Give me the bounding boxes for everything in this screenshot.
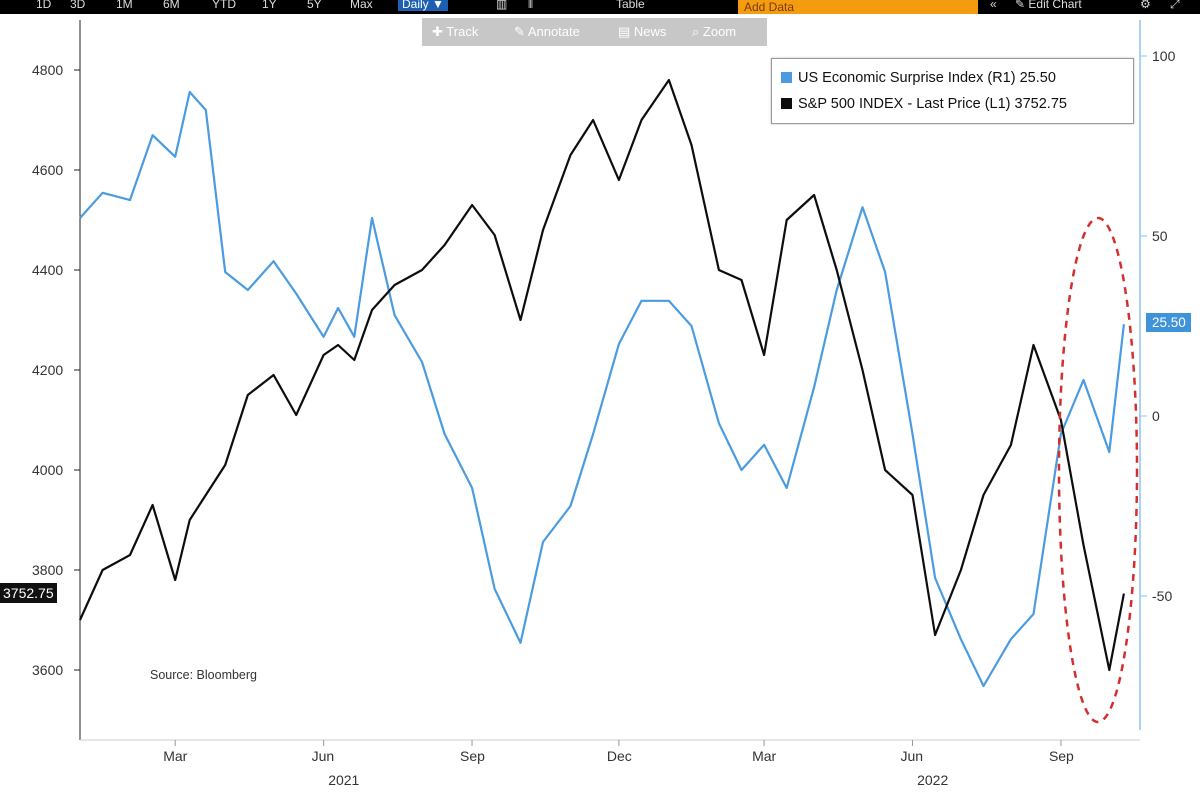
news-icon: ▤	[618, 24, 631, 39]
x-axis-tick-label: Mar	[752, 748, 777, 764]
bar-chart-icon[interactable]: ⫴	[528, 0, 534, 11]
crosshair-icon: ✚	[432, 24, 443, 39]
range-1d[interactable]: 1D	[36, 0, 52, 11]
zoom-label: Zoom	[702, 24, 737, 39]
right-axis-tick-label: 50	[1152, 228, 1168, 244]
settings-icon[interactable]: ⚙	[1140, 0, 1151, 11]
surprise-last-value-tag: 25.50	[1146, 313, 1191, 333]
range-6m[interactable]: 6M	[163, 0, 180, 11]
chart-legend: US Economic Surprise Index (R1) 25.50 S&…	[771, 58, 1134, 124]
x-axis-year-label: 2021	[328, 772, 360, 788]
x-axis-year-label: 2022	[917, 772, 949, 788]
left-axis-tick-label: 4800	[32, 62, 64, 78]
news-label: News	[633, 24, 667, 39]
highlight-ellipse	[1057, 216, 1139, 724]
x-axis-tick-label: Jun	[311, 748, 335, 764]
spx-last-price-tag: 3752.75	[0, 582, 57, 603]
news-tool[interactable]: ▤ News	[618, 24, 666, 40]
left-axis-tick-label: 4400	[32, 262, 64, 278]
expand-icon[interactable]: ⤢	[1170, 0, 1180, 11]
left-axis-tick-label: 4600	[32, 162, 64, 178]
x-axis-tick-label: Dec	[606, 748, 632, 764]
source-note: Source: Bloomberg	[150, 668, 258, 682]
frequency-dropdown[interactable]: Daily ▼	[398, 0, 448, 11]
legend-item-surprise[interactable]: US Economic Surprise Index (R1) 25.50	[772, 65, 1133, 91]
x-axis-tick-label: Mar	[163, 748, 188, 764]
edit-chart-button[interactable]: ✎ Edit Chart	[1015, 0, 1082, 11]
left-axis-tick-label: 4200	[32, 362, 64, 378]
legend-label-surprise: US Economic Surprise Index (R1)	[798, 70, 1016, 86]
annotate-tool[interactable]: ✎ Annotate	[514, 24, 580, 40]
add-data-input[interactable]: Add Data	[738, 0, 978, 14]
surprise-index-line	[79, 90, 1125, 688]
magnifier-icon: ⌕	[692, 24, 700, 39]
table-button[interactable]: Table	[616, 0, 645, 11]
right-axis-tick-label: 0	[1152, 408, 1160, 424]
x-axis-ticks	[174, 740, 1062, 746]
left-axis-tick-label: 3800	[32, 562, 64, 578]
legend-value-spx: 3752.75	[1014, 96, 1067, 112]
annotate-label: Annotate	[527, 24, 580, 39]
right-axis-ticks	[1140, 55, 1147, 597]
line-chart-icon[interactable]: ▥	[496, 0, 508, 11]
right-axis-tick-label: 100	[1152, 48, 1176, 64]
edit-chart-label: Edit Chart	[1028, 0, 1082, 11]
right-axis-tick-label: -50	[1152, 588, 1173, 604]
legend-swatch-surprise	[781, 72, 792, 83]
range-1m[interactable]: 1M	[116, 0, 133, 11]
range-max[interactable]: Max	[350, 0, 373, 11]
frequency-label: Daily	[402, 0, 429, 11]
x-axis-tick-label: Jun	[900, 748, 924, 764]
edit-chart-icon: ✎	[1015, 0, 1026, 11]
chevron-down-icon: ▼	[432, 0, 444, 11]
range-ytd[interactable]: YTD	[212, 0, 236, 11]
x-axis-tick-label: Sep	[460, 748, 485, 764]
left-axis-ticks	[74, 69, 80, 671]
pencil-icon: ✎	[514, 24, 525, 39]
legend-value-surprise: 25.50	[1019, 70, 1056, 86]
left-axis-tick-label: 3600	[32, 662, 64, 678]
x-axis-tick-label: Sep	[1048, 748, 1074, 764]
zoom-tool[interactable]: ⌕ Zoom	[692, 24, 736, 40]
legend-swatch-spx	[781, 98, 792, 109]
chart-tools-bar: ✚ Track ✎ Annotate ▤ News ⌕ Zoom	[422, 18, 767, 46]
chart-toolbar: 1D 3D 1M 6M YTD 1Y 5Y Max Daily ▼ ▥ ⫴ Ta…	[0, 0, 1200, 14]
range-1y[interactable]: 1Y	[262, 0, 277, 11]
range-3d[interactable]: 3D	[70, 0, 86, 11]
legend-item-spx[interactable]: S&P 500 INDEX - Last Price (L1) 3752.75	[772, 91, 1133, 117]
legend-label-spx: S&P 500 INDEX - Last Price (L1)	[798, 96, 1011, 112]
track-tool[interactable]: ✚ Track	[432, 24, 478, 40]
left-axis-tick-label: 4000	[32, 462, 64, 478]
spx-line	[78, 78, 1125, 672]
track-label: Track	[446, 24, 479, 39]
double-chevron-left-icon[interactable]: «	[990, 0, 997, 11]
range-5y[interactable]: 5Y	[307, 0, 322, 11]
